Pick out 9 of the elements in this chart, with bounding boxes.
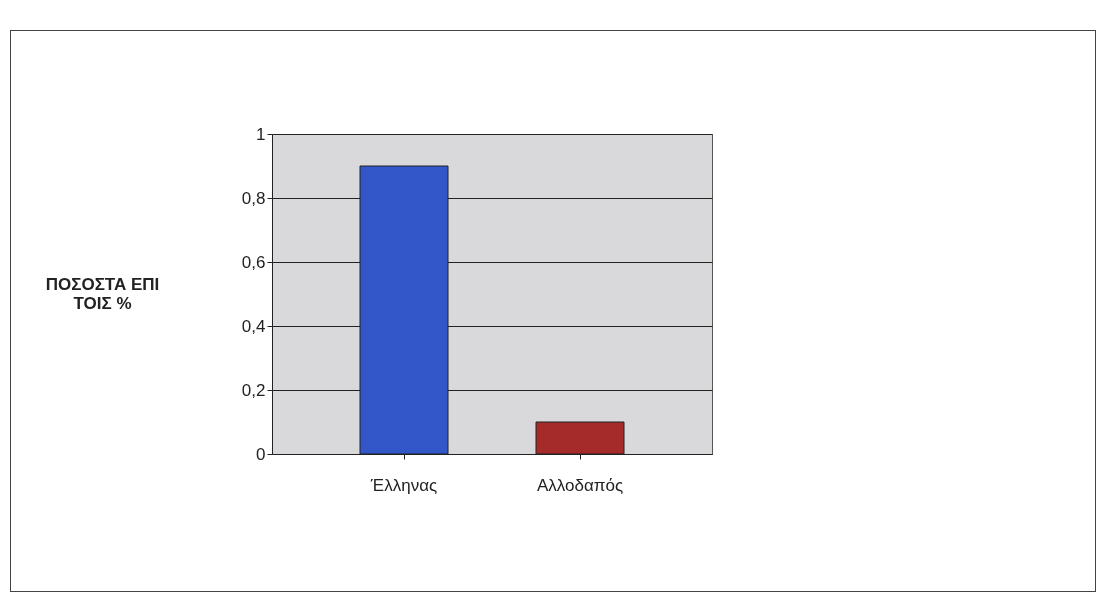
y-tick-label: 1 <box>256 124 266 144</box>
x-tick-label: Αλλοδαπός <box>536 475 624 495</box>
y-tick-label: 0,2 <box>241 380 266 400</box>
y-tick-label: 0,6 <box>241 252 266 272</box>
y-tick-label: 0 <box>256 444 266 464</box>
y-tick-label: 0,4 <box>241 316 266 336</box>
y-axis-title: ΠΟΣΟΣΤΑ ΕΠΙ ΤΟΙΣ % <box>45 274 160 313</box>
y-tick-label: 0,8 <box>241 188 266 208</box>
x-tick-label: Έλληνας <box>369 475 438 495</box>
